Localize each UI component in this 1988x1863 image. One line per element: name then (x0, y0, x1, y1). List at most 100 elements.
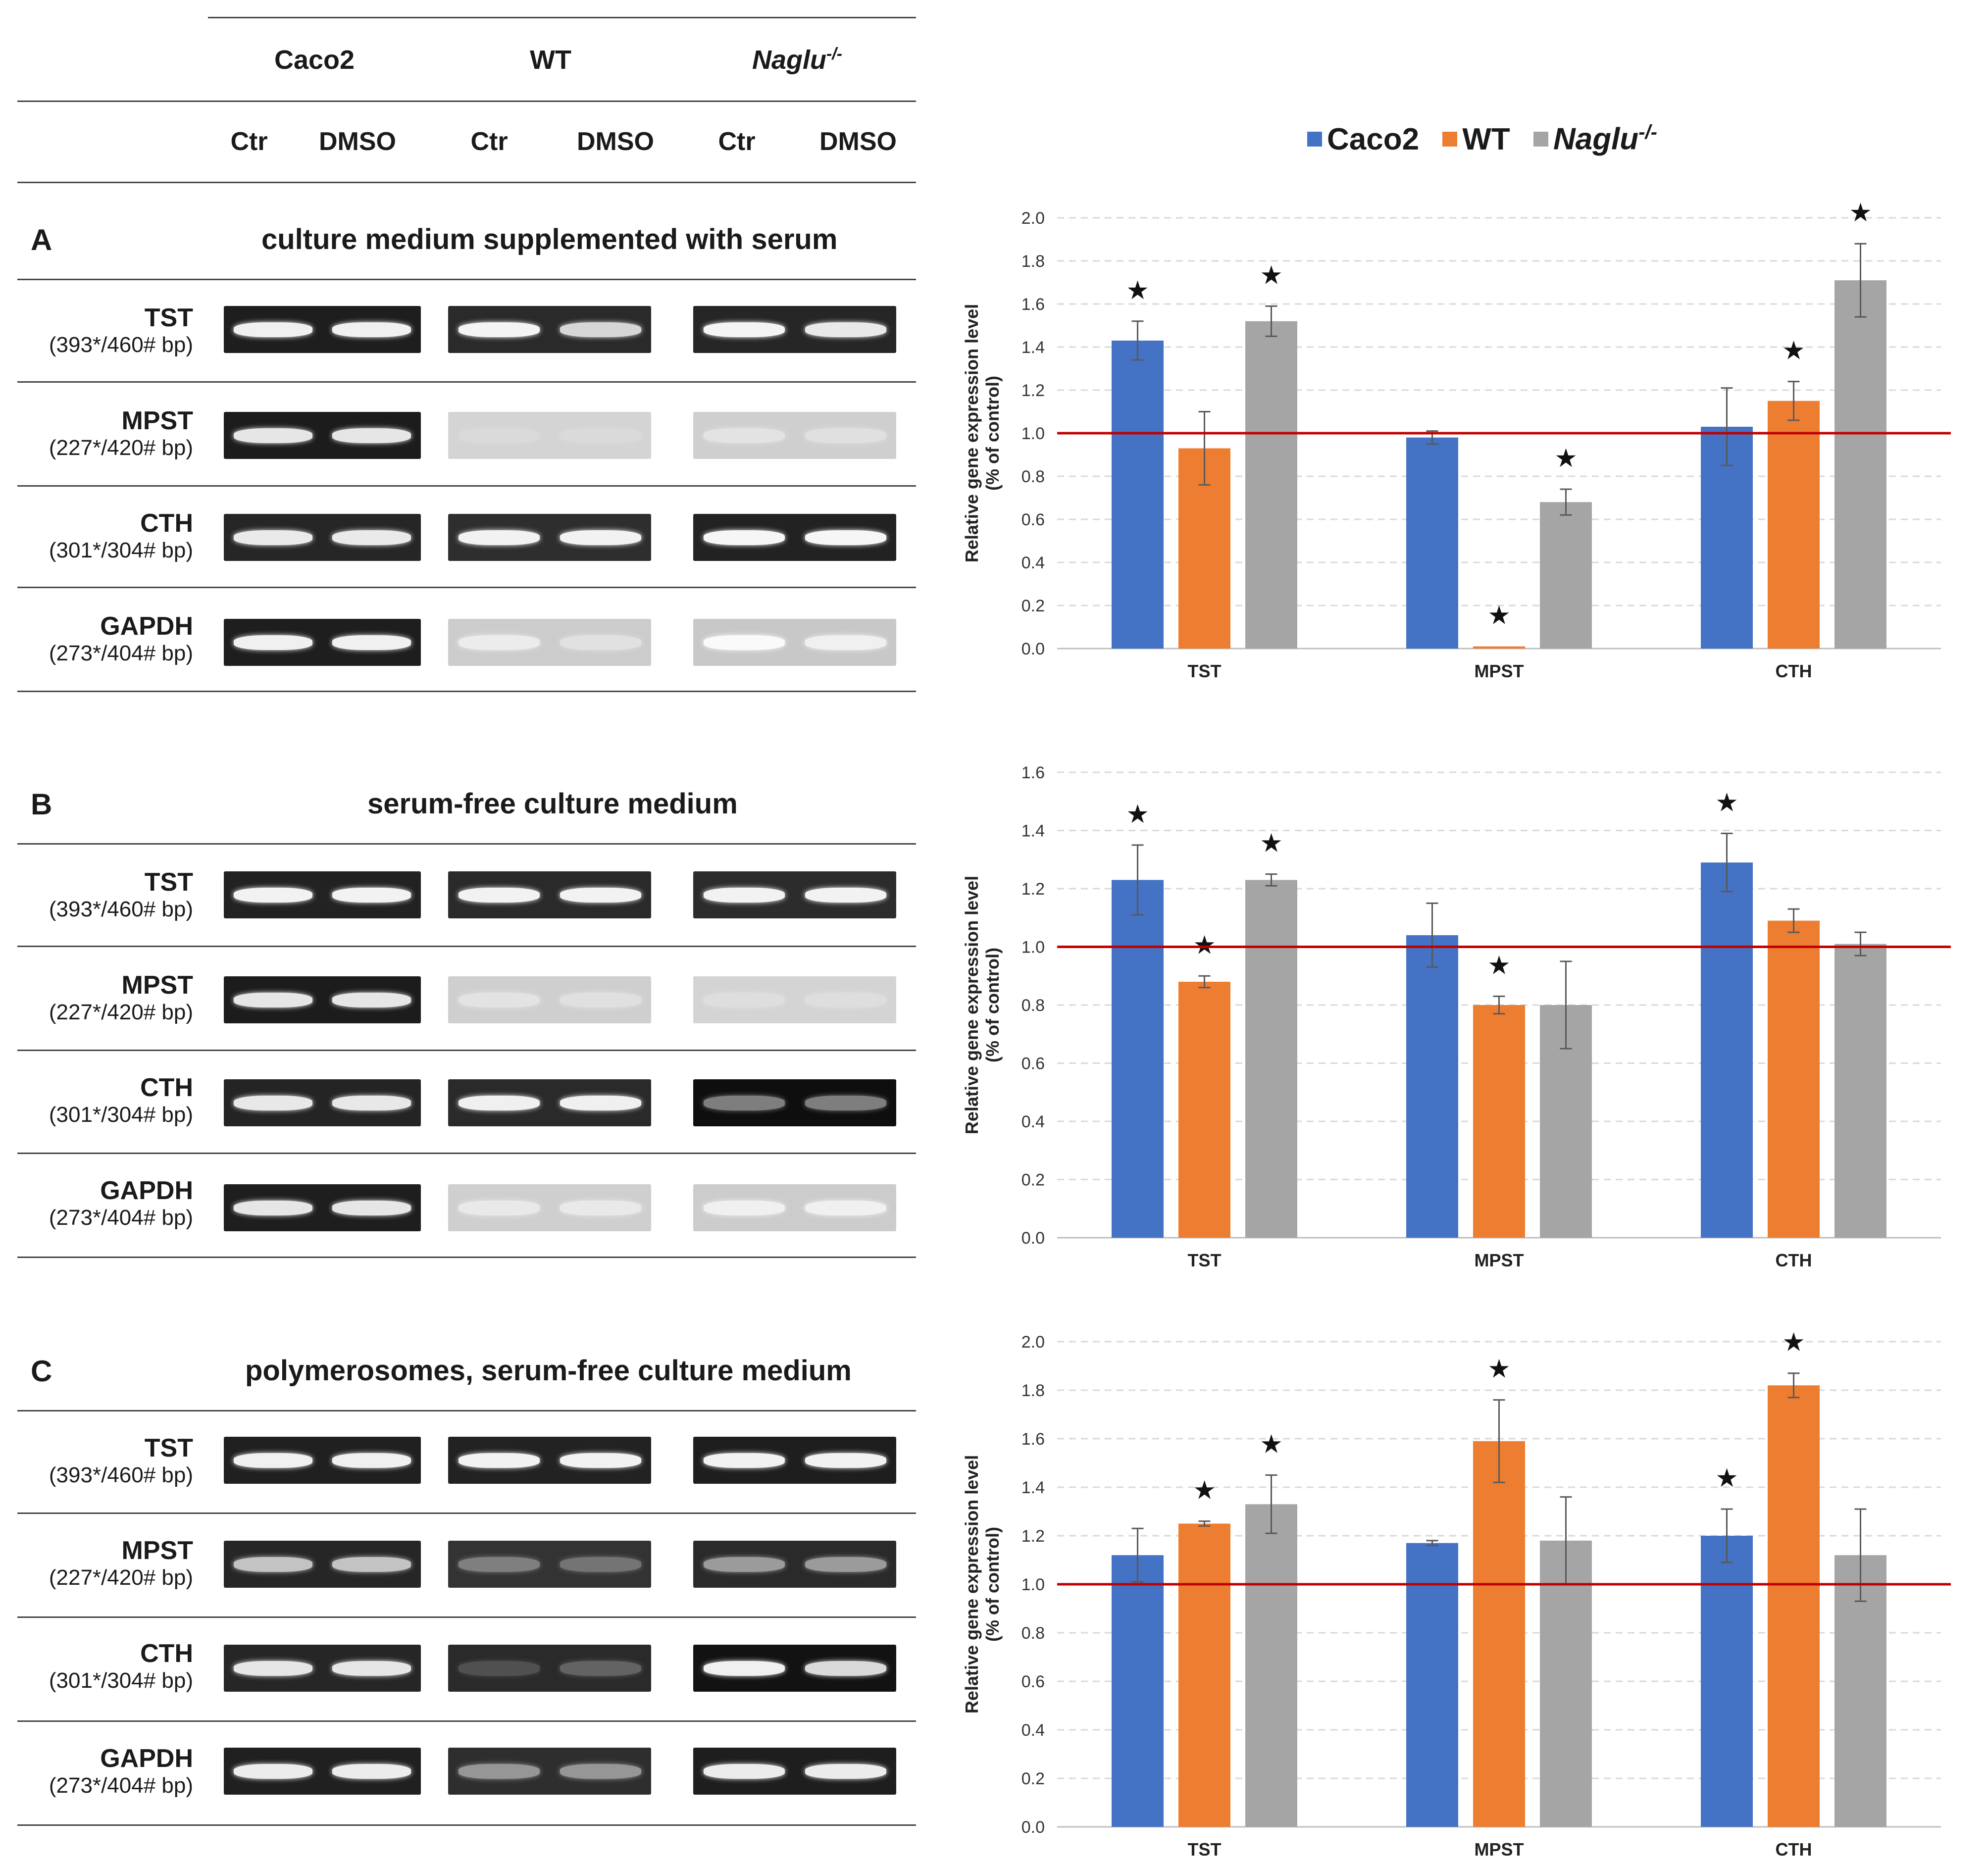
gel-band (332, 1200, 411, 1215)
y-tick-label: 0.8 (1021, 996, 1045, 1015)
panel-b-bottom-rule (17, 1257, 916, 1258)
gel-c-naglu (693, 1645, 896, 1692)
bar-mpst-naglu (1540, 1540, 1592, 1827)
y-tick-label: 0.0 (1021, 640, 1045, 658)
gel-band (233, 1661, 313, 1676)
gel-band (805, 428, 886, 443)
gel-band (332, 1453, 411, 1468)
gene-name: TST (144, 868, 193, 897)
gel-band (332, 992, 411, 1007)
gel-band (458, 322, 540, 337)
gene-name: CTH (140, 1639, 193, 1668)
gel-c-caco2 (224, 1541, 421, 1588)
gel-a-caco2 (224, 514, 421, 561)
y-axis-label-units: (% of control) (982, 376, 1003, 491)
panel-a-rule (17, 279, 916, 280)
y-tick-label: 1.4 (1021, 822, 1045, 841)
y-tick-label: 1.8 (1021, 252, 1045, 271)
gel-b-naglu (693, 976, 896, 1023)
bar-tst-caco2 (1112, 340, 1164, 649)
y-tick-label: 1.0 (1021, 424, 1045, 443)
y-tick-label: 1.6 (1021, 763, 1045, 782)
legend-swatch-naglu (1533, 132, 1548, 147)
gel-c-wt (448, 1645, 651, 1692)
gel-band (805, 1453, 886, 1468)
bar-tst-wt (1178, 982, 1230, 1238)
x-category-label: CTH (1776, 661, 1812, 681)
row-rule (17, 946, 916, 947)
condition-header: Ctr (718, 127, 756, 156)
gene-bp: (301*/304# bp) (49, 1668, 193, 1693)
gel-band (805, 1200, 886, 1215)
significance-star-icon: ★ (1260, 261, 1283, 290)
gel-band (703, 530, 785, 545)
gel-band (560, 635, 641, 650)
gel-a-wt (448, 306, 651, 353)
condition-header: Ctr (230, 127, 268, 156)
gene-bp: (393*/460# bp) (49, 1463, 193, 1487)
bar-mpst-caco2 (1406, 935, 1458, 1238)
condition-header: DMSO (819, 127, 897, 156)
gel-band (233, 428, 313, 443)
gel-band (560, 1763, 641, 1779)
gel-a-naglu (693, 306, 896, 353)
gel-band (332, 1557, 411, 1572)
gel-band (458, 530, 540, 545)
gel-band (805, 887, 886, 903)
gene-name: MPST (121, 971, 193, 1000)
y-tick-label: 2.0 (1021, 209, 1045, 228)
significance-star-icon: ★ (1260, 1430, 1283, 1459)
gel-b-naglu (693, 871, 896, 918)
legend-item-wt: WT (1442, 122, 1510, 157)
gel-band (560, 322, 641, 337)
gel-band (560, 530, 641, 545)
gel-b-caco2 (224, 1079, 421, 1126)
chart-legend: Caco2 WT Naglu-/- (1307, 119, 1672, 157)
significance-star-icon: ★ (1782, 1328, 1805, 1357)
gel-band (332, 428, 411, 443)
y-tick-label: 0.4 (1021, 1721, 1045, 1740)
legend-item-caco2: Caco2 (1307, 122, 1419, 157)
gel-b-caco2 (224, 871, 421, 918)
condition-header: DMSO (577, 127, 654, 156)
bar-cth-naglu (1835, 280, 1886, 649)
gene-name: GAPDH (100, 1176, 193, 1205)
gel-band (703, 1763, 785, 1779)
gel-b-naglu (693, 1079, 896, 1126)
gel-a-naglu (693, 514, 896, 561)
y-tick-label: 1.0 (1021, 938, 1045, 957)
gel-a-wt (448, 619, 651, 666)
row-rule (17, 1720, 916, 1722)
gel-band (703, 1453, 785, 1468)
gel-band (560, 428, 641, 443)
gene-name: MPST (121, 1536, 193, 1565)
x-category-label: MPST (1474, 661, 1524, 681)
x-category-label: TST (1188, 1250, 1222, 1270)
gene-bp: (393*/460# bp) (49, 333, 193, 357)
gel-band (560, 1661, 641, 1676)
gel-c-naglu (693, 1437, 896, 1484)
bar-mpst-caco2 (1406, 437, 1458, 649)
gel-b-wt (448, 1184, 651, 1231)
significance-star-icon: ★ (1126, 800, 1149, 829)
y-tick-label: 0.0 (1021, 1818, 1045, 1837)
gel-band (233, 1453, 313, 1468)
gel-band (458, 1095, 540, 1110)
y-tick-label: 1.6 (1021, 295, 1045, 314)
significance-star-icon: ★ (1715, 1464, 1738, 1493)
gel-c-naglu (693, 1748, 896, 1795)
bar-mpst-caco2 (1406, 1543, 1458, 1827)
gel-band (332, 1661, 411, 1676)
gel-band (458, 1453, 540, 1468)
gel-a-naglu (693, 619, 896, 666)
gel-band (703, 887, 785, 903)
row-rule (17, 1153, 916, 1154)
bar-cth-wt (1768, 920, 1820, 1238)
gene-name: GAPDH (100, 612, 193, 641)
y-tick-label: 1.2 (1021, 1527, 1045, 1546)
y-tick-label: 2.0 (1021, 1333, 1045, 1352)
gel-band (233, 1763, 313, 1779)
row-rule (17, 587, 916, 588)
x-category-label: CTH (1776, 1250, 1812, 1270)
y-axis-label-units: (% of control) (982, 948, 1003, 1062)
